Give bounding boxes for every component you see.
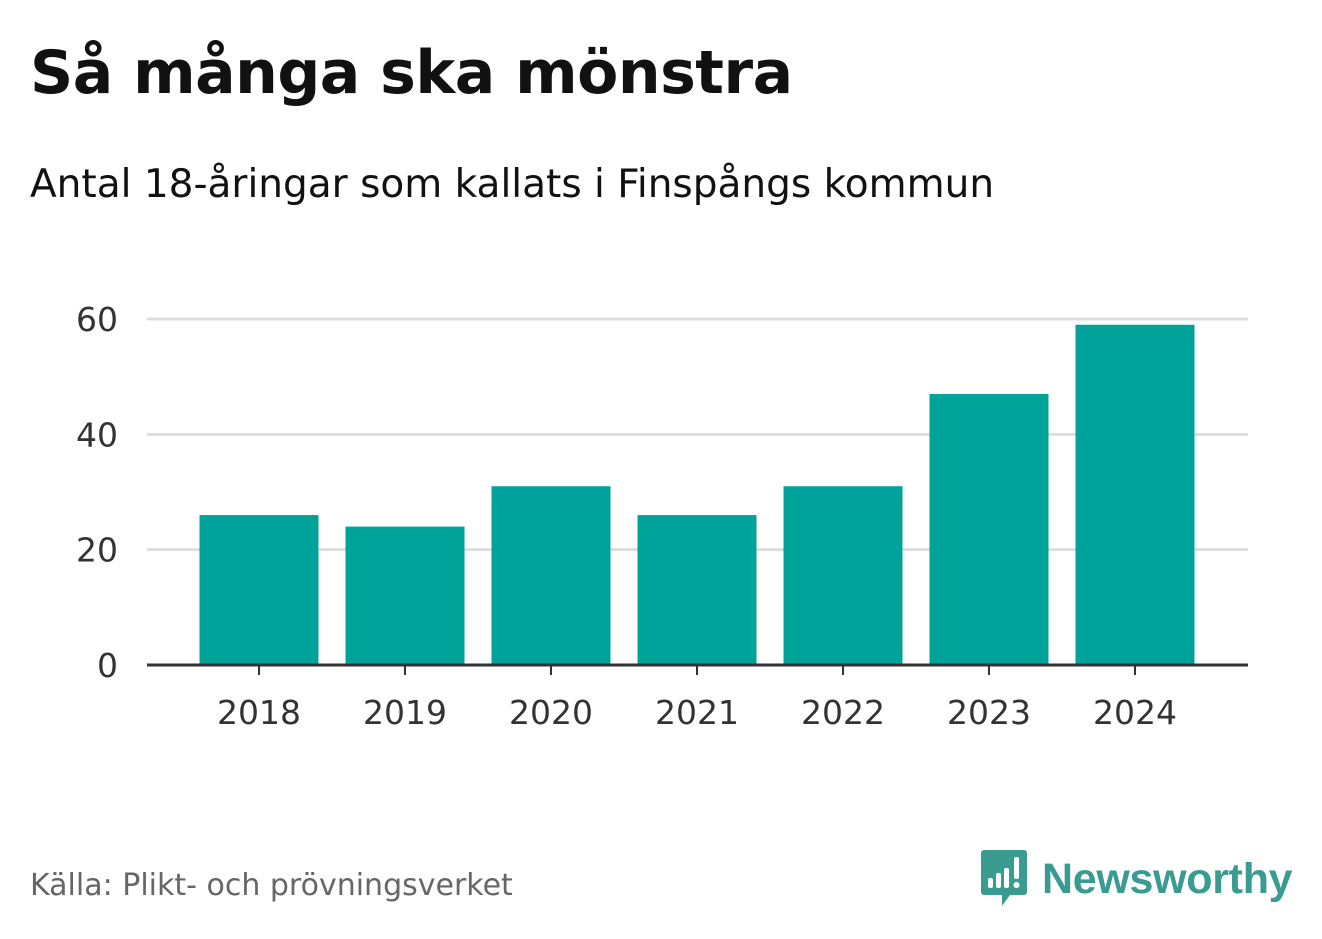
bar-2024 — [1075, 324, 1195, 665]
x-tick-label: 2022 — [801, 693, 885, 732]
source-note: Källa: Plikt- och prövningsverket — [30, 868, 513, 903]
brand-name: Newsworthy — [1042, 854, 1293, 903]
x-tick-label: 2019 — [363, 693, 447, 732]
bar-2018 — [199, 515, 319, 665]
newsworthy-brand: Newsworthy — [980, 848, 1293, 910]
chart-subtitle: Antal 18-åringar som kallats i Finspångs… — [30, 162, 995, 207]
x-tick-label: 2020 — [509, 693, 593, 732]
x-axis-tick-labels: 2018 2019 2020 2021 2022 2023 2024 — [217, 693, 1177, 732]
chart-title: Så många ska mönstra — [30, 38, 793, 108]
bar-2022 — [783, 486, 903, 665]
x-tick-label: 2024 — [1093, 693, 1177, 732]
y-tick-label: 60 — [76, 300, 118, 339]
y-tick-label: 20 — [76, 531, 118, 570]
x-tick-label: 2018 — [217, 693, 301, 732]
bar-2023 — [929, 393, 1049, 665]
bar-2021 — [637, 515, 757, 665]
y-tick-label: 0 — [97, 646, 118, 685]
x-tick-label: 2023 — [947, 693, 1031, 732]
y-axis-tick-labels: 0 20 40 60 — [76, 300, 118, 685]
bar-2019 — [345, 526, 465, 665]
x-tick-label: 2021 — [655, 693, 739, 732]
bars — [199, 324, 1195, 665]
bar-2020 — [491, 486, 611, 665]
x-axis — [147, 663, 1248, 675]
y-tick-label: 40 — [76, 415, 118, 454]
newsworthy-logo-icon — [981, 850, 1027, 906]
